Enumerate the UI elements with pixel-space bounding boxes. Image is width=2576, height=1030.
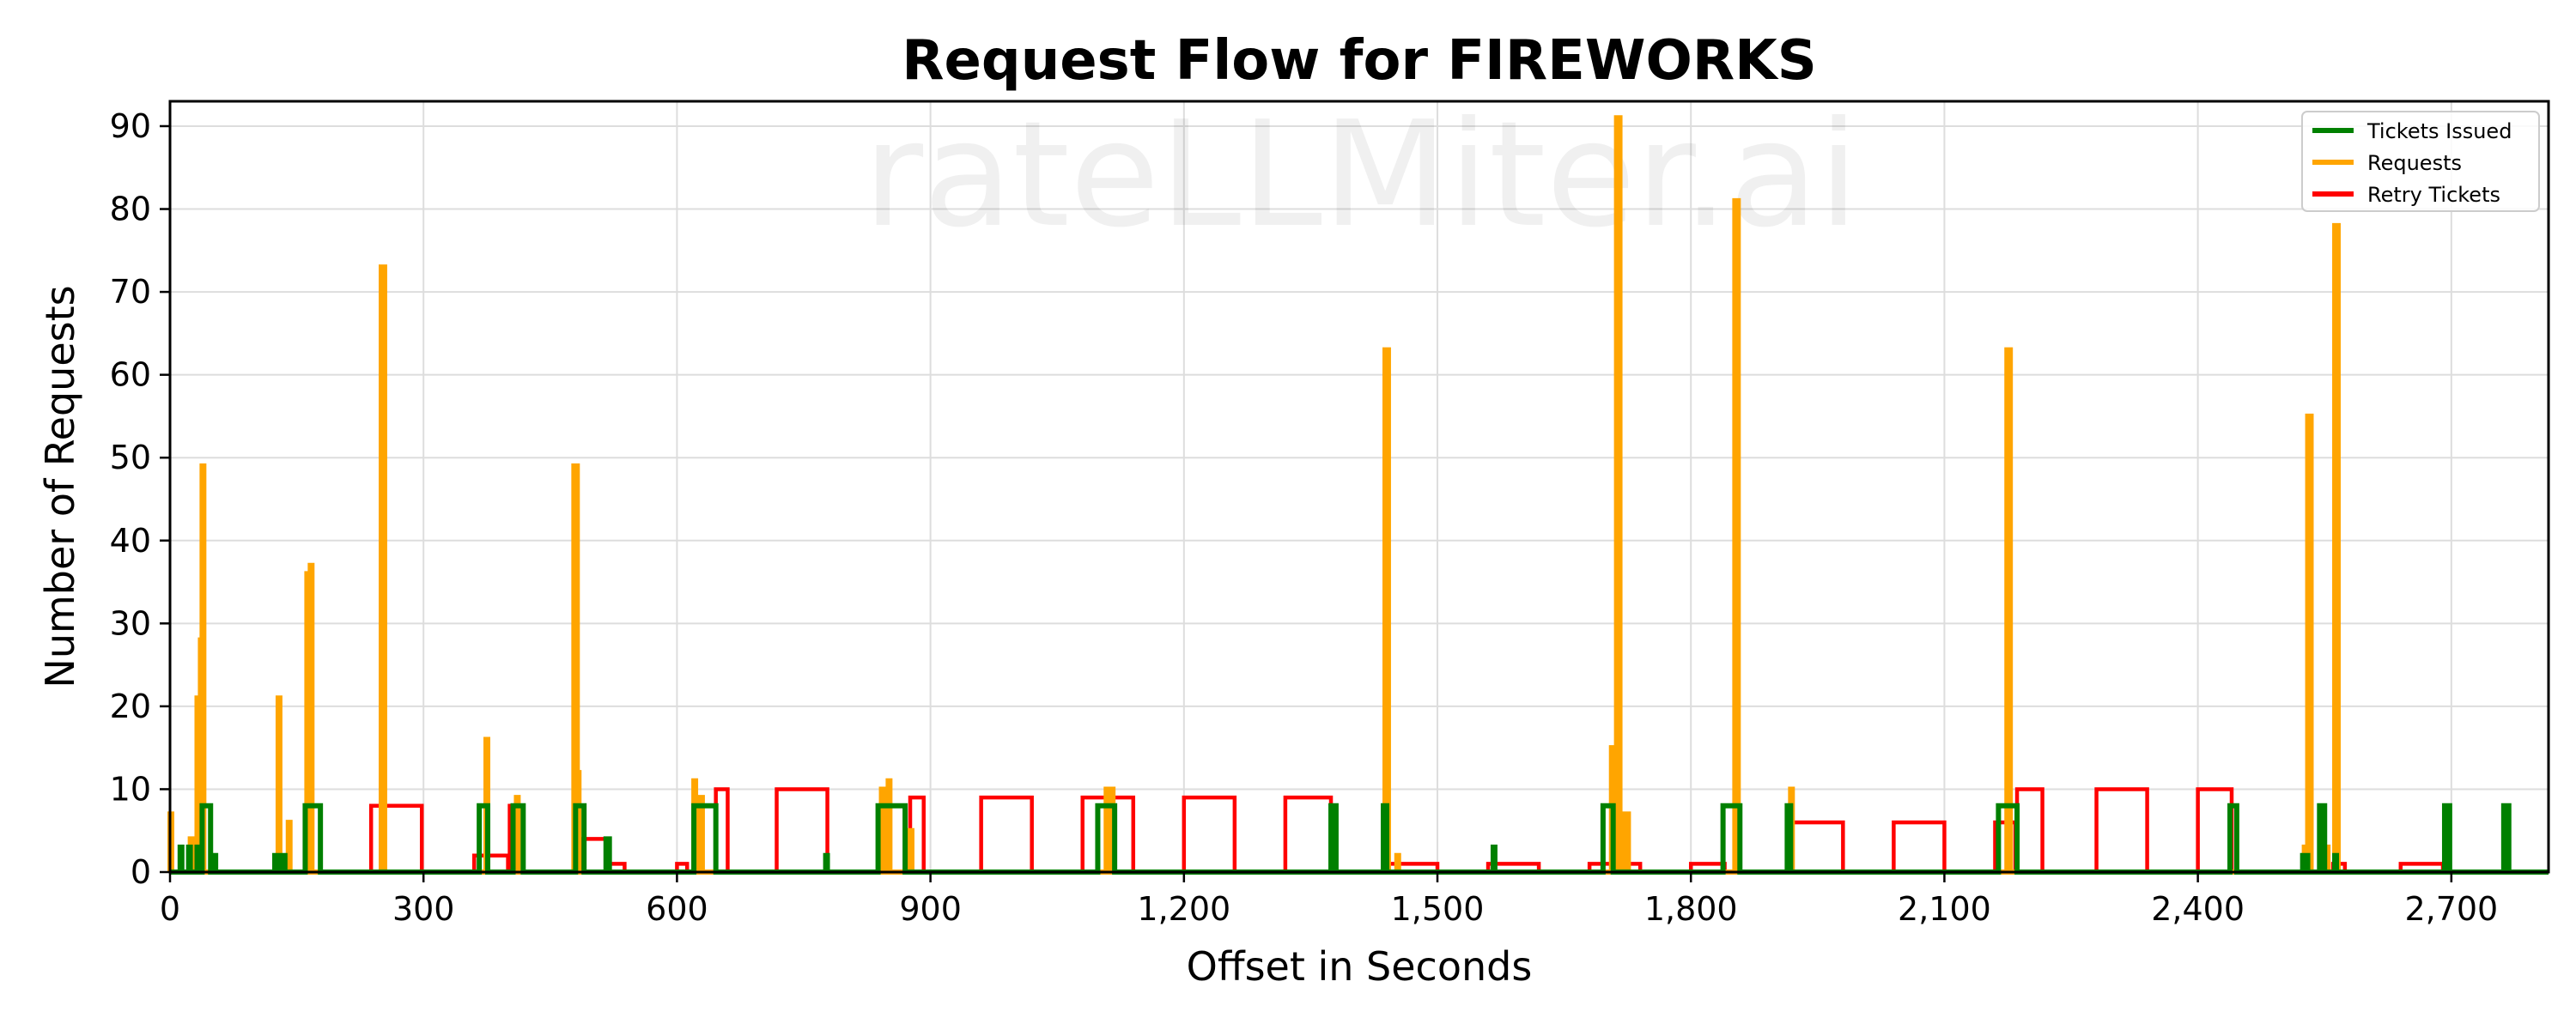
y-tick-label: 70 (110, 273, 151, 311)
x-tick-label: 2,700 (2404, 890, 2498, 928)
legend-box (2301, 111, 2540, 212)
x-tick-label: 1,200 (1137, 890, 1230, 928)
x-tick-label: 900 (899, 890, 962, 928)
y-tick-label: 10 (110, 770, 151, 808)
y-tick-label: 90 (110, 107, 151, 145)
plot-area (170, 101, 2549, 872)
x-tick-label: 1,500 (1391, 890, 1485, 928)
legend-label: Tickets Issued (2366, 119, 2512, 143)
chart-title: Request Flow for FIREWORKS (902, 29, 1817, 93)
plot-frame (168, 100, 2550, 874)
x-tick-label: 2,400 (2151, 890, 2245, 928)
y-tick-label: 30 (110, 604, 151, 642)
x-tick-label: 600 (646, 890, 708, 928)
y-axis-label: Number of Requests (37, 285, 83, 688)
y-tick-label: 20 (110, 688, 151, 725)
y-tick-label: 80 (110, 191, 151, 228)
x-tick-label: 300 (392, 890, 455, 928)
series-line-tickets-issued (170, 803, 2549, 875)
legend-label: Retry Tickets (2367, 183, 2500, 207)
x-tick-label: 0 (160, 890, 180, 928)
x-tick-label: 1,800 (1644, 890, 1738, 928)
legend-label: Requests (2367, 151, 2462, 175)
y-tick-label: 60 (110, 356, 151, 394)
axis-ticks: 0 300 600 900 1,200 1,500 1,800 2,100 2,400 2,700… (110, 107, 2499, 928)
legend: Tickets Issued Requests Retry Tickets (2301, 111, 2540, 212)
y-tick-label: 0 (131, 853, 151, 891)
y-tick-label: 40 (110, 522, 151, 560)
x-axis-label: Offset in Seconds (1187, 943, 1533, 990)
watermark-text: rateLLMiter.ai (863, 90, 1859, 260)
y-tick-label: 50 (110, 439, 151, 476)
x-tick-label: 2,100 (1898, 890, 1991, 928)
